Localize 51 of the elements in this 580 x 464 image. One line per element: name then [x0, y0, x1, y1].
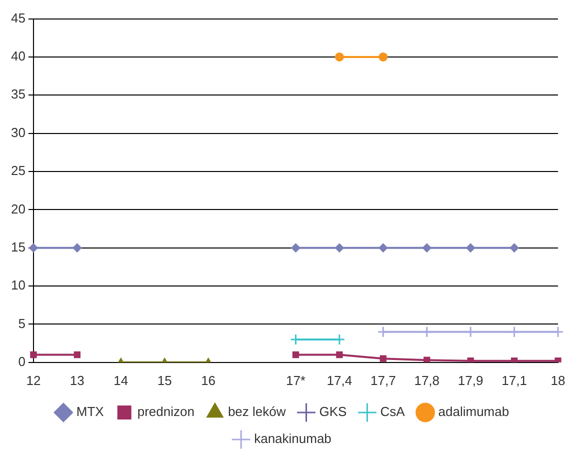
legend-label: prednizon — [137, 404, 194, 420]
point — [380, 355, 386, 362]
point — [466, 243, 476, 252]
legend-label: CsA — [380, 404, 406, 420]
legend-label: adalimumab — [438, 404, 510, 420]
x-tick-label: 12 — [26, 372, 41, 388]
legend-label: bez leków — [228, 404, 286, 420]
y-tick-label: 0 — [18, 354, 26, 369]
y-tick-label: 25 — [10, 163, 26, 178]
point — [508, 326, 520, 338]
point — [422, 243, 432, 252]
x-tick-label: 17,8 — [414, 372, 440, 388]
x-tick-label: 16 — [201, 372, 216, 388]
x-tick-label: 17,7 — [370, 372, 396, 388]
point — [421, 326, 433, 338]
y-tick-label: 40 — [10, 48, 26, 64]
point — [334, 243, 344, 252]
point — [464, 326, 476, 338]
x-tick-label: 14 — [114, 372, 128, 388]
point — [378, 52, 388, 62]
point — [378, 243, 388, 252]
x-tick-label: 17,4 — [326, 372, 352, 388]
y-tick-label: 35 — [10, 86, 26, 102]
point — [292, 351, 300, 358]
point — [336, 351, 343, 358]
legend-label: kanakinumab — [254, 431, 332, 446]
x-tick-label: 13 — [70, 372, 84, 388]
x-tick-label: 18 — [550, 372, 566, 388]
point — [552, 326, 564, 338]
y-tick-label: 5 — [18, 316, 26, 331]
point — [377, 326, 389, 338]
point — [30, 351, 37, 358]
point — [72, 243, 82, 252]
x-tick-label: 17* — [286, 372, 306, 388]
legend-label: MTX — [76, 404, 104, 420]
point — [467, 358, 474, 362]
point — [334, 52, 344, 62]
x-tick-label: 17,9 — [458, 372, 484, 388]
x-tick-label: 15 — [157, 372, 172, 388]
point — [74, 351, 80, 358]
y-tick-label: 30 — [10, 124, 26, 140]
y-tick-label: 15 — [10, 239, 26, 254]
y-tick-label: 20 — [10, 201, 26, 216]
y-tick-label: 45 — [10, 10, 26, 26]
point — [554, 358, 562, 362]
point — [291, 243, 300, 252]
point — [28, 243, 38, 252]
legend-label: GKS — [319, 404, 348, 420]
point — [510, 243, 519, 252]
y-tick-label: 10 — [10, 278, 26, 293]
x-tick-label: 17,1 — [502, 372, 527, 388]
